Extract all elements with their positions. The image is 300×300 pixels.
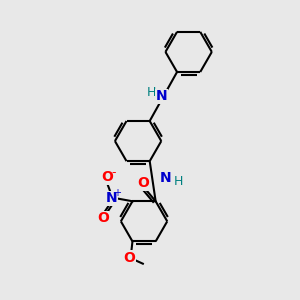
Text: N: N	[106, 191, 118, 205]
Text: N: N	[160, 171, 172, 185]
Text: -: -	[112, 167, 116, 179]
Text: O: O	[101, 170, 113, 184]
Text: O: O	[137, 176, 149, 190]
Text: O: O	[124, 251, 135, 265]
Text: H: H	[147, 85, 156, 98]
Text: O: O	[97, 211, 109, 225]
Text: +: +	[113, 188, 121, 198]
Text: H: H	[173, 175, 183, 188]
Text: N: N	[156, 89, 168, 103]
